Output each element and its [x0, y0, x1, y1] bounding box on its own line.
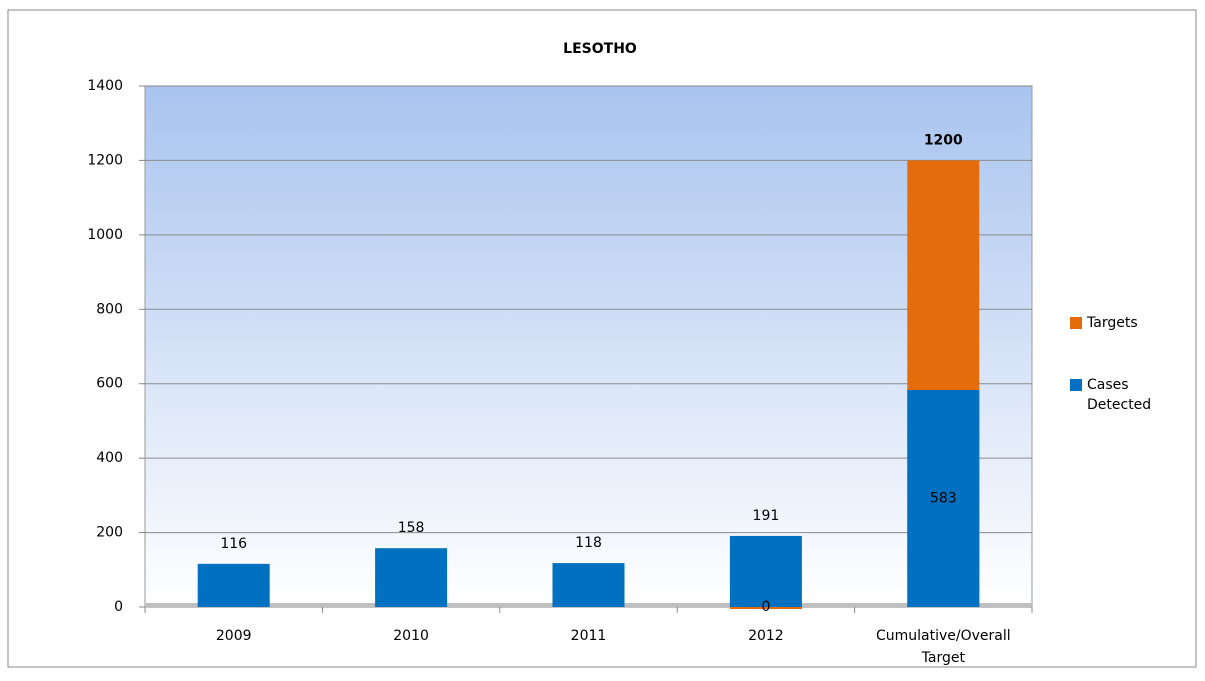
bar	[729, 535, 802, 607]
y-tick-label: 200	[96, 525, 123, 541]
y-tick-label: 400	[96, 450, 123, 466]
bar	[729, 607, 802, 609]
bar	[375, 548, 448, 607]
x-tick-label: Cumulative/Overall Target	[876, 628, 1011, 666]
data-label: 158	[398, 520, 425, 536]
legend-swatch	[1070, 379, 1082, 391]
data-label: 116	[220, 536, 247, 552]
x-tick-label: 2010	[393, 628, 429, 644]
bar	[197, 563, 270, 607]
bar	[552, 563, 625, 607]
y-tick-label: 0	[114, 599, 123, 615]
data-label: 118	[575, 535, 602, 551]
y-tick-label: 800	[96, 301, 123, 317]
y-tick-label: 600	[96, 376, 123, 392]
y-tick-label: 1400	[87, 78, 123, 94]
x-tick-label: 2009	[216, 628, 252, 644]
data-label: 583	[930, 491, 957, 507]
legend-label: Cases Detected	[1087, 377, 1151, 413]
legend-label: Targets	[1086, 315, 1138, 331]
data-label: 0	[761, 599, 770, 615]
legend-swatch	[1070, 317, 1082, 329]
x-tick-label: 2011	[571, 628, 607, 644]
y-tick-label: 1200	[87, 152, 123, 168]
x-tick-label: 2012	[748, 628, 784, 644]
y-tick-label: 1000	[87, 227, 123, 243]
data-label: 191	[753, 508, 780, 524]
chart-title: LESOTHO	[563, 41, 637, 57]
data-label: 1200	[924, 132, 963, 148]
bar	[907, 390, 980, 607]
plot-area	[144, 85, 1033, 608]
